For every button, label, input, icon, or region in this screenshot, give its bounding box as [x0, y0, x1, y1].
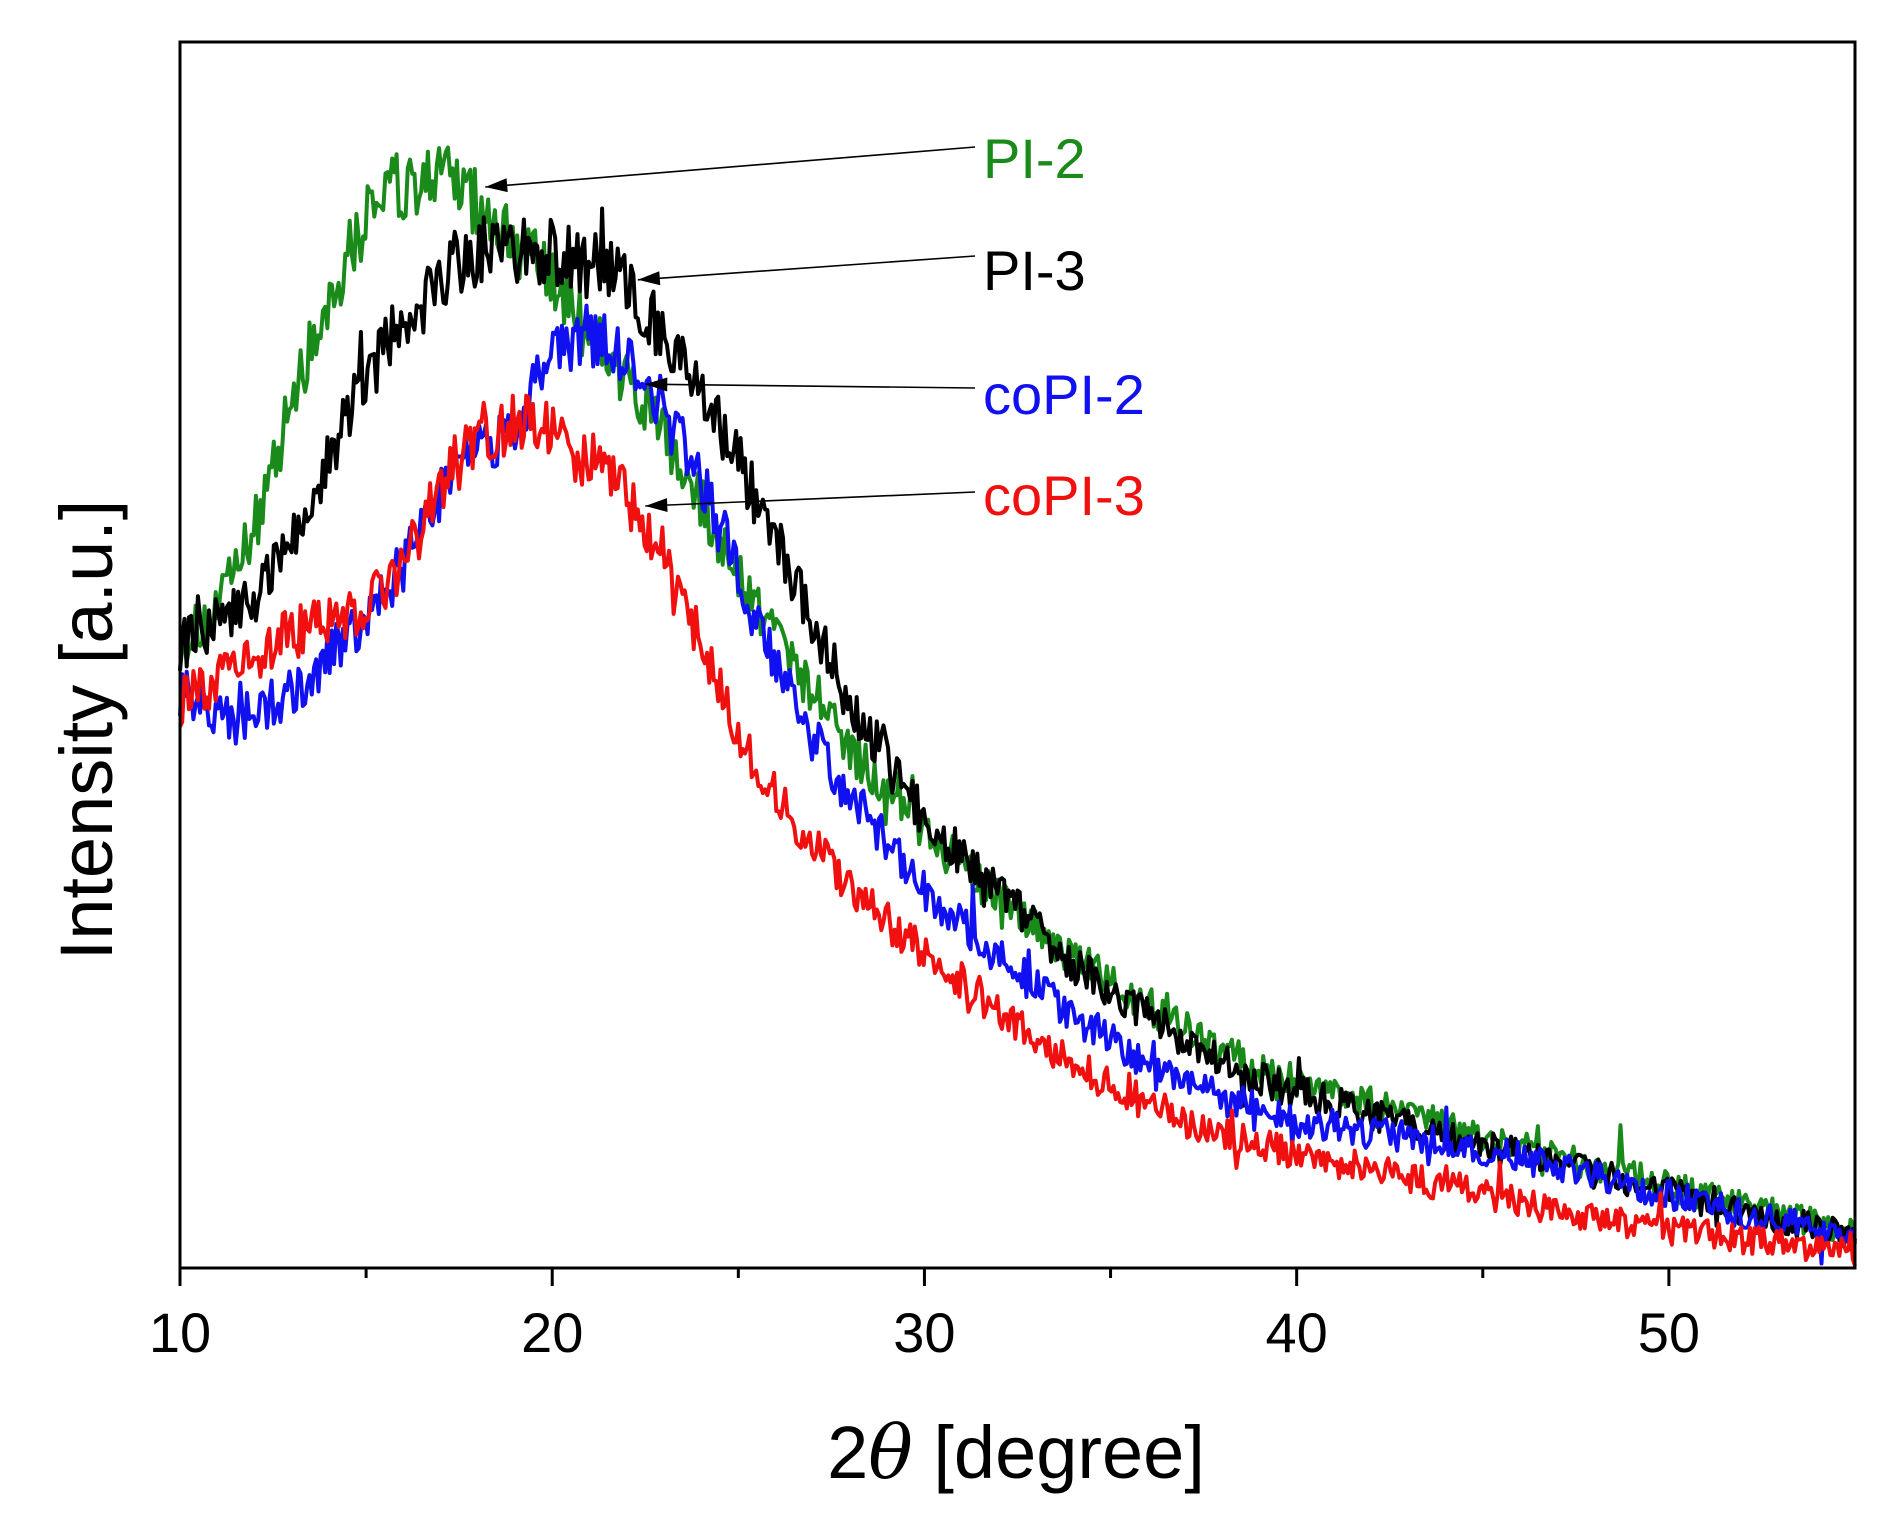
tick-layer	[178, 1268, 1671, 1286]
series-line-pi-3	[178, 206, 1857, 1249]
arrowhead-copi-2	[645, 377, 668, 392]
arrowhead-copi-3	[645, 498, 668, 513]
arrowhead-pi-2	[485, 178, 508, 193]
series-line-copi-3	[178, 393, 1857, 1267]
x-tick-label: 10	[149, 1301, 211, 1364]
leader-line-copi-2	[645, 383, 976, 389]
leader-line-pi-2	[485, 146, 976, 188]
x-tick-label: 30	[893, 1301, 955, 1364]
arrowhead-pi-3	[637, 271, 661, 286]
x-axis-title-symbol: θ	[868, 1410, 913, 1496]
leader-line-pi-3	[637, 255, 976, 281]
x-axis-title-suffix: [degree]	[913, 1411, 1205, 1494]
plot-frame	[178, 40, 1857, 1270]
leader-line-copi-3	[645, 491, 976, 507]
series-label-copi-3: coPI-3	[983, 464, 1145, 527]
x-tick-label: 20	[521, 1301, 583, 1364]
series-line-copi-2	[178, 303, 1857, 1266]
x-tick-label: 40	[1266, 1301, 1328, 1364]
x-tick-label: 50	[1638, 1301, 1700, 1364]
series-line-pi-2	[178, 145, 1857, 1245]
series-label-pi-3: PI-3	[983, 239, 1086, 302]
label-layer: 10 20 30 40 50 PI-2 PI-3 coPI-2 coPI-3	[149, 127, 1700, 1364]
x-axis-title-prefix: 2	[827, 1411, 868, 1494]
arrow-layer	[485, 146, 976, 513]
x-axis-title: 2θ [degree]	[827, 1410, 1205, 1496]
series-layer	[178, 145, 1857, 1267]
series-label-copi-2: coPI-2	[983, 363, 1145, 426]
y-axis-title: Intensity [a.u.]	[45, 500, 128, 961]
series-label-pi-2: PI-2	[983, 127, 1086, 190]
